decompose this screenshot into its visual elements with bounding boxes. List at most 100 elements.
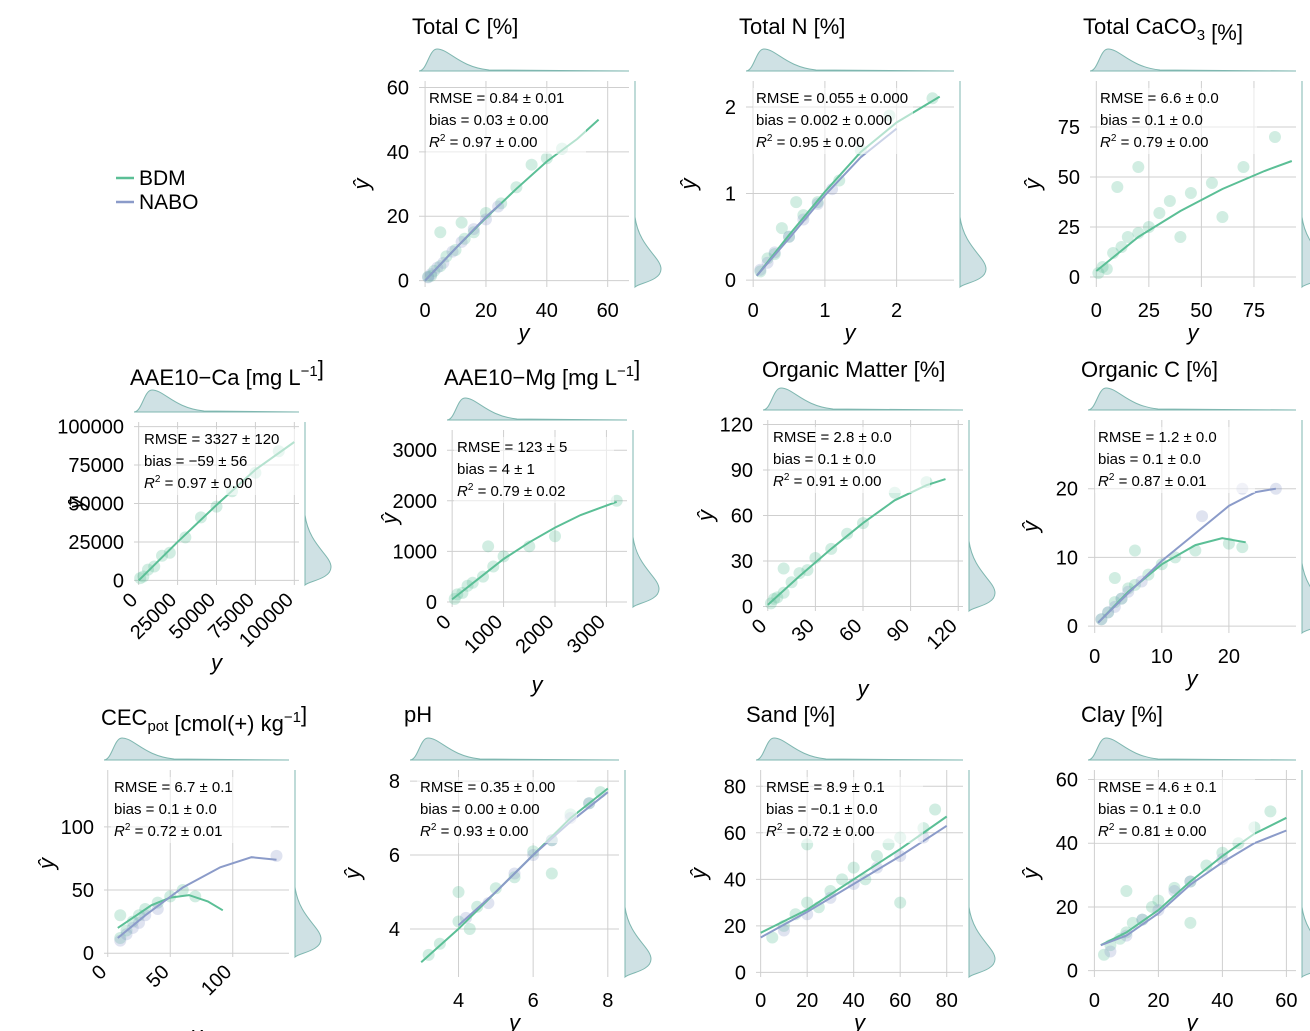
data-point-nabo [870,861,883,874]
x-tick-label: 0 [748,615,771,638]
panel-title: AAE10−Ca [mg L−1] [130,356,324,390]
data-point-nabo [133,916,145,929]
data-point-bdm [1168,881,1181,894]
data-point-bdm [433,937,446,950]
metric-r2: R2 = 0.72 ± 0.00 [766,822,874,840]
x-tick-label: 120 [923,615,962,654]
panel-title: Sand [%] [746,702,835,727]
data-point-bdm [1236,541,1249,554]
y-axis-label: ŷ [686,866,711,881]
x-tick-label: 0 [1089,990,1100,1012]
y-tick-label: 6 [389,845,400,867]
data-point-bdm [508,871,521,884]
data-point-bdm [1120,885,1133,898]
data-point-bdm [1153,207,1166,219]
x-tick-label: 10 [1151,646,1173,668]
metric-rmse: RMSE = 6.7 ± 0.1 [114,779,233,796]
top-marginal-density [1087,387,1297,411]
top-marginal-density [745,48,955,72]
y-tick-label: 40 [724,869,746,891]
data-point-bdm [870,850,883,863]
metric-bias: bias = 0.03 ± 0.00 [429,112,549,129]
panel-1: Total C [%] RMSE = 0.84 ± 0.01 bias = 0.03… [349,14,662,345]
metrics-box [1097,88,1257,154]
panel-title: Organic C [%] [1081,357,1218,382]
x-tick-label: 60 [1275,990,1297,1012]
metrics-box [770,427,930,493]
metric-rmse: RMSE = 1.2 ± 0.0 [1098,429,1217,446]
y-axis-label: ŷ [64,496,89,511]
x-tick-label: 6 [528,990,539,1012]
data-point-nabo [151,902,164,915]
data-point-bdm [525,158,538,171]
metric-rmse: RMSE = 123 ± 5 [457,439,567,456]
y-tick-label: 20 [1056,479,1078,501]
data-point-bdm [1200,859,1213,872]
x-axis-label: y [852,1010,867,1031]
metric-r2: R2 = 0.79 ± 0.00 [1100,133,1208,151]
metric-bias: bias = 0.1 ± 0.0 [114,801,217,818]
metric-r2: R2 = 0.91 ± 0.00 [773,472,881,490]
data-point-bdm [1098,948,1110,961]
y-tick-label: 0 [426,592,437,614]
metric-r2: R2 = 0.97 ± 0.00 [144,474,252,492]
right-marginal-density [959,81,987,289]
data-point-bdm [1264,805,1277,818]
y-tick-label: 0 [1067,961,1078,983]
data-point-bdm [482,540,495,553]
y-tick-label: 20 [387,206,409,228]
y-axis-label: ŷ [676,177,701,192]
x-tick-label: 25 [1138,300,1160,322]
x-tick-label: 0 [432,611,455,634]
x-tick-label: 3000 [563,611,610,658]
data-point-bdm [847,861,860,874]
data-point-bdm [1216,846,1229,859]
data-point-bdm [761,252,774,265]
x-tick-label: 0 [1089,646,1100,668]
x-tick-label: 8 [602,990,613,1012]
data-point-bdm [194,511,207,524]
data-point-bdm [1108,596,1121,609]
data-point-nabo [1104,945,1117,958]
top-marginal-density [446,397,628,421]
fit-line-nabo [760,824,948,939]
data-point-bdm [1128,544,1141,557]
panel-6: Organic Matter [%] RMSE = 2.8 ± 0.0 bias =… [693,357,996,701]
y-tick-label: 8 [389,771,400,793]
data-point-bdm [1111,181,1124,193]
data-point-bdm [1152,894,1165,907]
y-axis-label: ŷ [349,177,374,192]
right-marginal-density [632,430,660,609]
data-point-bdm [777,562,790,575]
top-marginal-density [103,737,290,761]
y-tick-label: 25000 [68,532,124,554]
data-point-bdm [126,915,139,928]
x-tick-label: 20 [475,300,497,322]
data-point-bdm [163,546,176,559]
top-marginal-density [133,389,300,413]
x-tick-label: 20 [1147,990,1169,1012]
x-tick-label: 2 [891,300,902,322]
y-tick-label: 0 [725,270,736,292]
data-point-bdm [114,909,127,922]
data-point-bdm [545,867,558,880]
x-axis-label: y [530,672,545,697]
y-tick-label: 2000 [393,491,438,513]
y-tick-label: 60 [387,77,409,99]
data-point-bdm [142,563,155,576]
metric-r2: R2 = 0.72 ± 0.01 [114,822,222,840]
x-tick-label: 100 [197,961,236,1000]
data-point-bdm [1205,177,1218,189]
data-point-bdm [929,803,942,816]
data-point-bdm [1268,131,1281,143]
y-tick-label: 75000 [68,455,124,477]
data-point-bdm [836,873,849,886]
data-point-bdm [114,932,127,945]
metrics-box [1095,777,1255,843]
y-tick-label: 40 [387,142,409,164]
x-tick-label: 50 [1190,300,1212,322]
y-axis-label: ŷ [377,511,402,526]
metrics-box [417,777,577,843]
